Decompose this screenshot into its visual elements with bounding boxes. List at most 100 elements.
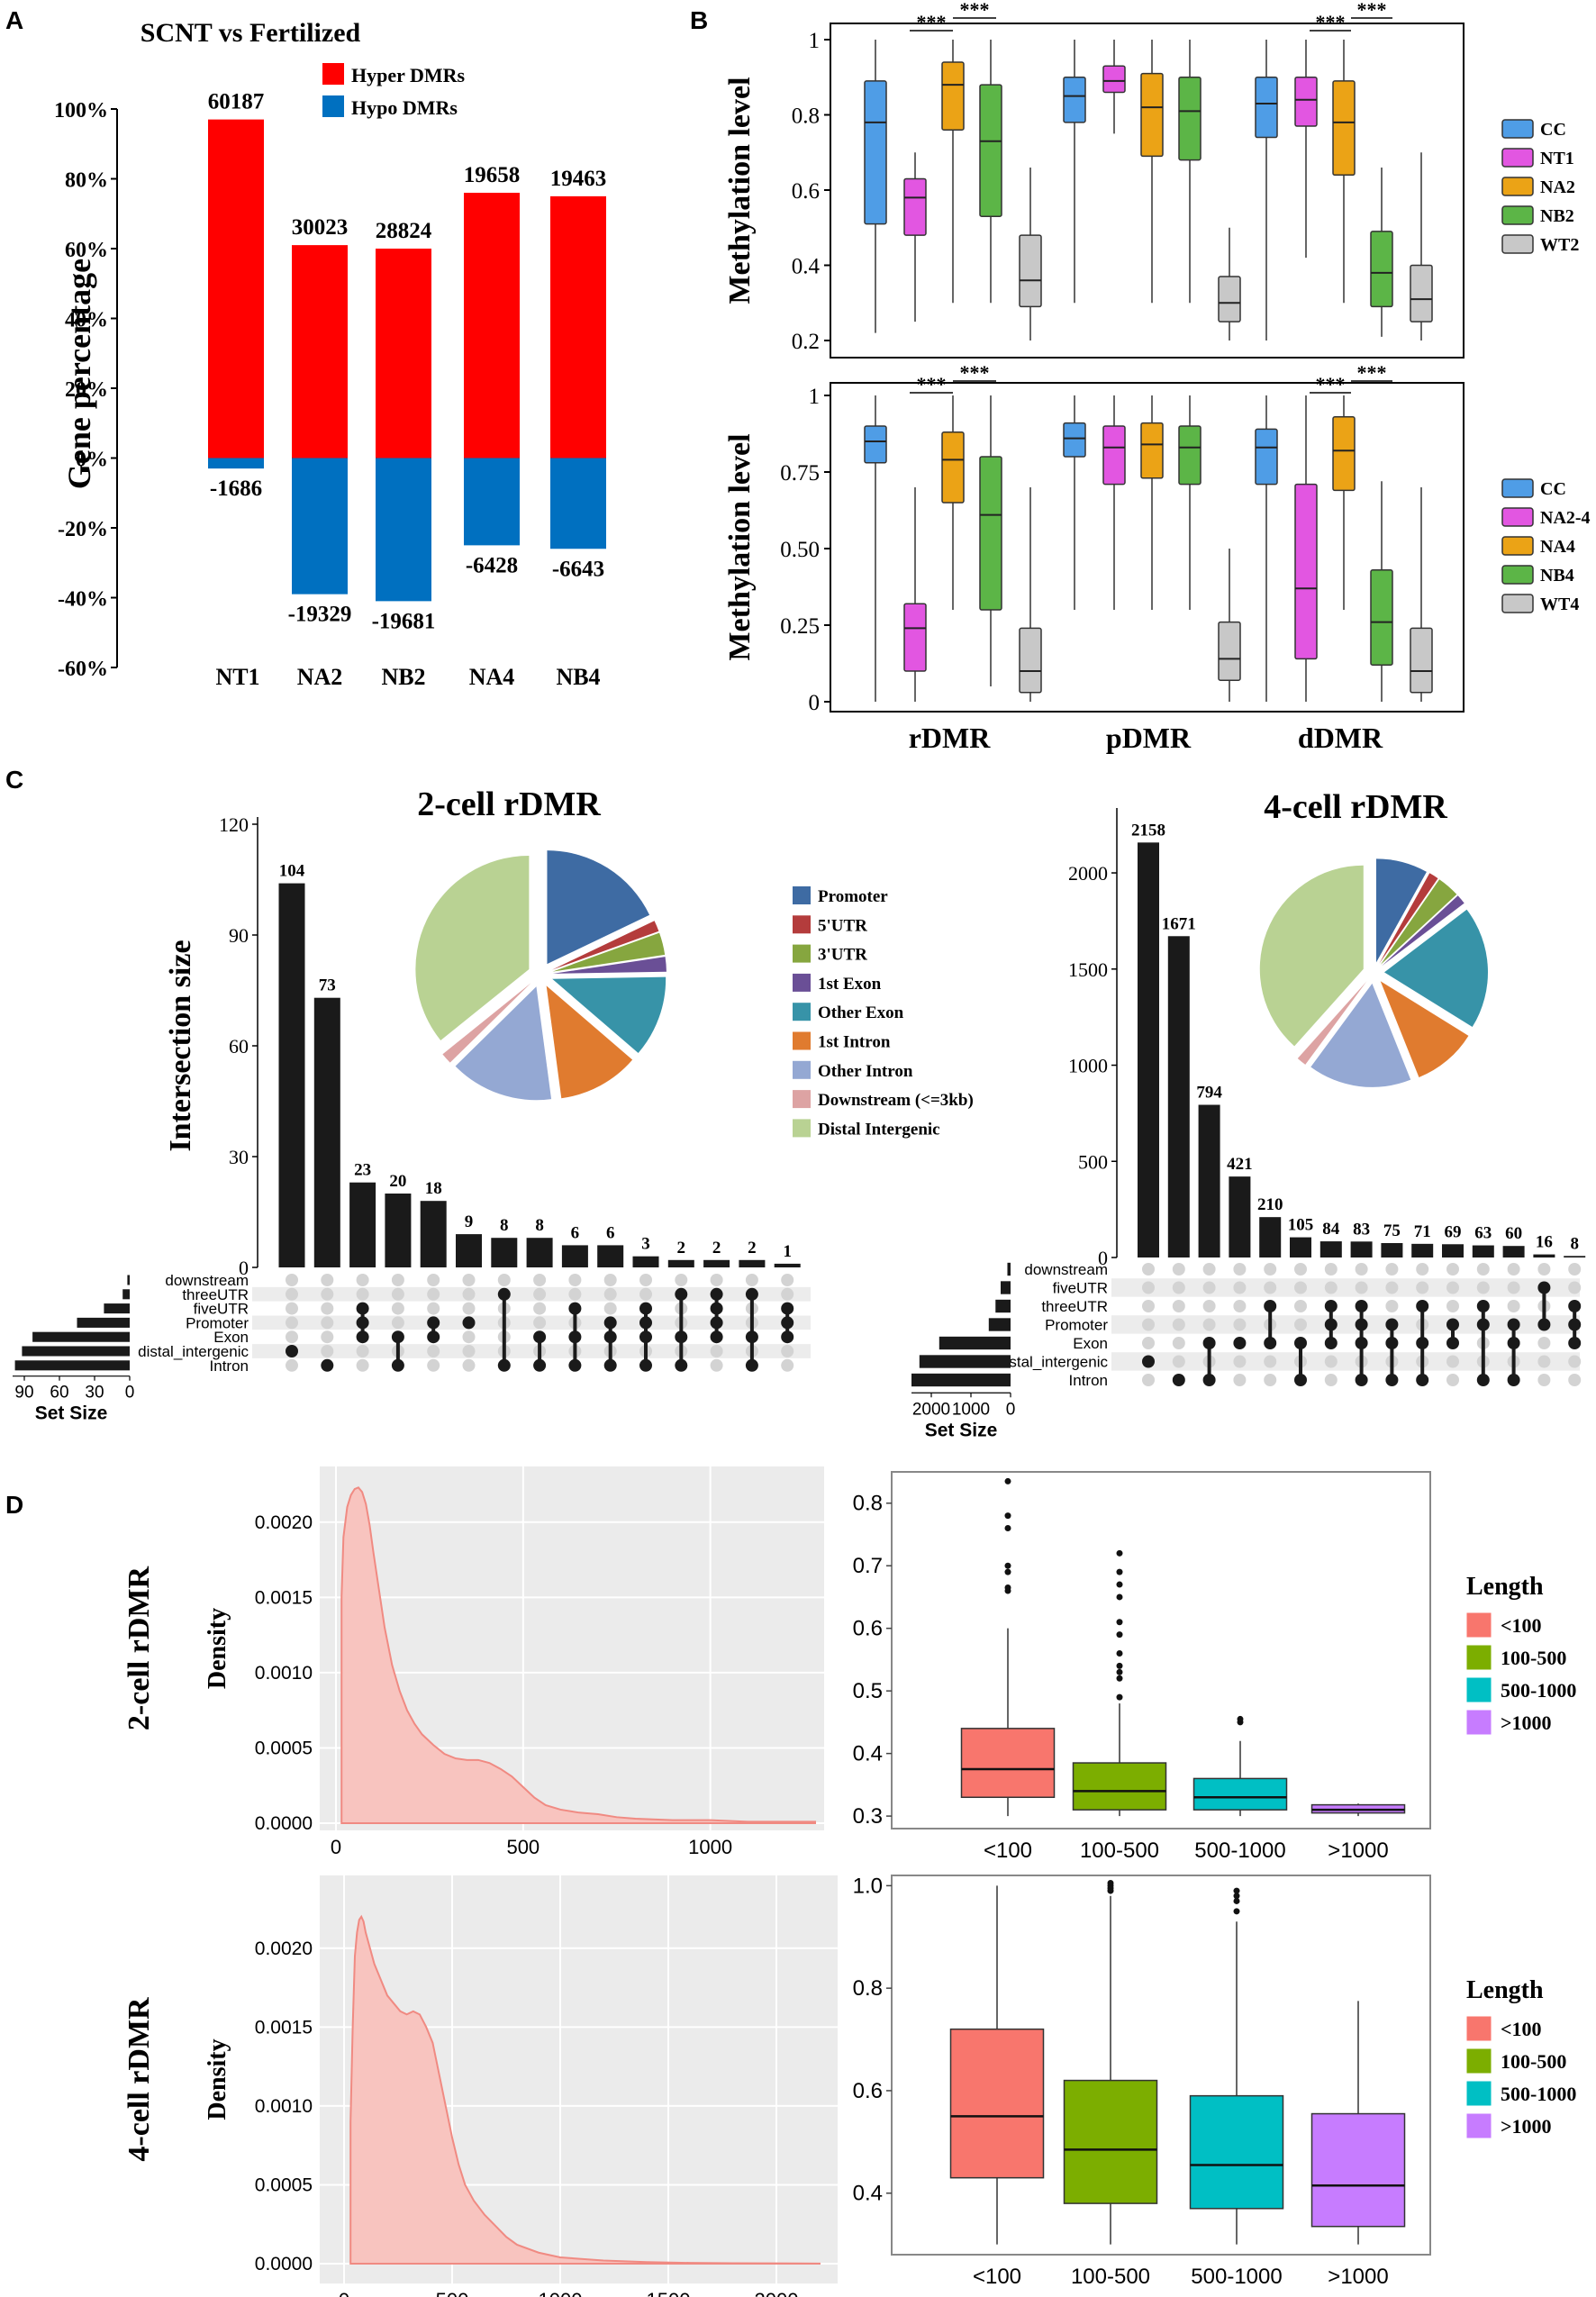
box-outlier bbox=[1116, 1693, 1123, 1701]
matrix-dot bbox=[603, 1287, 617, 1301]
x-tick-label: 0 bbox=[339, 2289, 349, 2297]
matrix-dot bbox=[533, 1274, 547, 1286]
x-tick-label: NA4 bbox=[469, 664, 515, 690]
chart-title: 2-cell rDMR bbox=[417, 785, 601, 823]
y-tick-label: 0.0020 bbox=[255, 1938, 313, 1959]
legend-swatch bbox=[793, 1060, 811, 1079]
matrix-dot bbox=[1324, 1374, 1338, 1386]
matrix-dot bbox=[1142, 1318, 1155, 1331]
matrix-dot bbox=[1568, 1374, 1582, 1386]
legend-swatch bbox=[1465, 2080, 1492, 2107]
y-tick-label: 120 bbox=[219, 813, 249, 836]
matrix-dot bbox=[286, 1358, 298, 1372]
intersection-label: 60 bbox=[1505, 1224, 1522, 1243]
set-size-bar bbox=[14, 1360, 131, 1371]
intersection-bar bbox=[1381, 1242, 1403, 1257]
matrix-dot bbox=[1324, 1281, 1338, 1294]
y-tick-label: 0.0010 bbox=[255, 2096, 313, 2117]
legend-swatch bbox=[1465, 1676, 1492, 1703]
set-size-bar bbox=[22, 1346, 130, 1357]
intersection-bar bbox=[1290, 1237, 1311, 1257]
matrix-stripe bbox=[1111, 1333, 1580, 1353]
legend-label: >1000 bbox=[1501, 1711, 1552, 1734]
legend-label: Other Intron bbox=[818, 1062, 913, 1081]
matrix-dot bbox=[1202, 1281, 1216, 1294]
y-axis-label: Methylation level bbox=[723, 77, 757, 304]
y-tick-label: 0.4 bbox=[853, 2182, 883, 2206]
box-outlier bbox=[1004, 1584, 1011, 1592]
set-label: Promoter bbox=[186, 1314, 249, 1331]
set-label: Intron bbox=[1069, 1372, 1108, 1389]
panel-d: D 0.0000 0.0005 0.0010 0.0015 0.0020 0 500 1000… bbox=[5, 1466, 1576, 2297]
y-tick-label: 1000 bbox=[1068, 1055, 1108, 1077]
box-outlier bbox=[1233, 1887, 1240, 1894]
matrix-dot bbox=[1202, 1318, 1216, 1331]
intersection-label: 83 bbox=[1353, 1220, 1370, 1239]
box-body bbox=[1178, 77, 1202, 161]
intersection-label: 8 bbox=[1570, 1234, 1579, 1253]
legend-swatch bbox=[1501, 234, 1534, 254]
legend-swatch bbox=[793, 973, 811, 992]
matrix-dot bbox=[427, 1287, 440, 1301]
set-size-label: Set Size bbox=[35, 1403, 108, 1424]
y-tick-label: 0.0000 bbox=[255, 1813, 313, 1834]
x-tick-label: 1000 bbox=[539, 2289, 583, 2297]
matrix-dot bbox=[391, 1316, 404, 1330]
y-tick-label: 0.0020 bbox=[255, 1512, 313, 1533]
box-body bbox=[864, 80, 887, 225]
matrix-dot bbox=[462, 1330, 476, 1344]
box-outlier bbox=[1116, 1568, 1123, 1575]
bar-hypo-label: -6428 bbox=[466, 553, 518, 577]
legend-label: 500-1000 bbox=[1501, 2083, 1576, 2105]
box-body bbox=[941, 431, 965, 504]
set-label: distal_intergenic bbox=[138, 1343, 249, 1360]
legend-swatch bbox=[1501, 507, 1534, 527]
matrix-dot bbox=[356, 1345, 369, 1357]
y-tick-label: 80% bbox=[65, 169, 108, 193]
matrix-dot bbox=[1416, 1263, 1429, 1276]
matrix-dot bbox=[1537, 1355, 1551, 1368]
bar-hypo bbox=[292, 458, 348, 595]
bar-hyper bbox=[376, 249, 431, 458]
matrix-dot bbox=[745, 1274, 758, 1286]
box-body bbox=[1063, 2079, 1158, 2204]
intersection-label: 8 bbox=[500, 1216, 509, 1235]
pie-slice bbox=[552, 932, 666, 972]
intersection-label: 8 bbox=[535, 1216, 544, 1235]
legend-label: Distal Intergenic bbox=[818, 1120, 940, 1139]
matrix-dot bbox=[462, 1274, 476, 1286]
box-outlier bbox=[1233, 1908, 1240, 1915]
pie-slice bbox=[546, 985, 633, 1099]
matrix-dot bbox=[533, 1287, 547, 1301]
matrix-dot bbox=[710, 1345, 723, 1357]
intersection-label: 20 bbox=[389, 1172, 406, 1191]
box-body bbox=[1294, 77, 1318, 127]
pie-slice bbox=[442, 983, 531, 1063]
box-body bbox=[1019, 234, 1042, 308]
x-tick-label: 2000 bbox=[755, 2289, 799, 2297]
legend-label: Downstream (<=3kb) bbox=[818, 1091, 974, 1110]
y-tick-label: 0.0005 bbox=[255, 1738, 313, 1758]
bar-hypo bbox=[464, 458, 520, 546]
set-size-bar bbox=[104, 1303, 130, 1314]
box-body bbox=[1102, 425, 1126, 486]
bar-hyper-label: 28824 bbox=[376, 219, 432, 243]
pie-slice bbox=[1310, 983, 1411, 1087]
box-body bbox=[1140, 422, 1164, 479]
matrix-stripe bbox=[252, 1301, 811, 1316]
box-body bbox=[1410, 627, 1433, 694]
intersection-bar bbox=[1198, 1104, 1220, 1257]
intersection-label: 69 bbox=[1445, 1222, 1462, 1241]
x-tick-label: NT1 bbox=[215, 664, 259, 690]
legend-label: Hypo DMRs bbox=[351, 96, 458, 119]
matrix-dot bbox=[1142, 1337, 1155, 1349]
legend-title: Length bbox=[1466, 1573, 1544, 1601]
pie-slice bbox=[1379, 873, 1438, 964]
matrix-dot bbox=[286, 1287, 298, 1301]
intersection-label: 794 bbox=[1196, 1083, 1222, 1102]
set-size-tick-label: 0 bbox=[125, 1384, 135, 1403]
intersection-bar bbox=[1411, 1243, 1434, 1257]
matrix-dot-active bbox=[321, 1358, 334, 1372]
box-body bbox=[1310, 2112, 1406, 2228]
matrix-dot bbox=[321, 1287, 334, 1301]
